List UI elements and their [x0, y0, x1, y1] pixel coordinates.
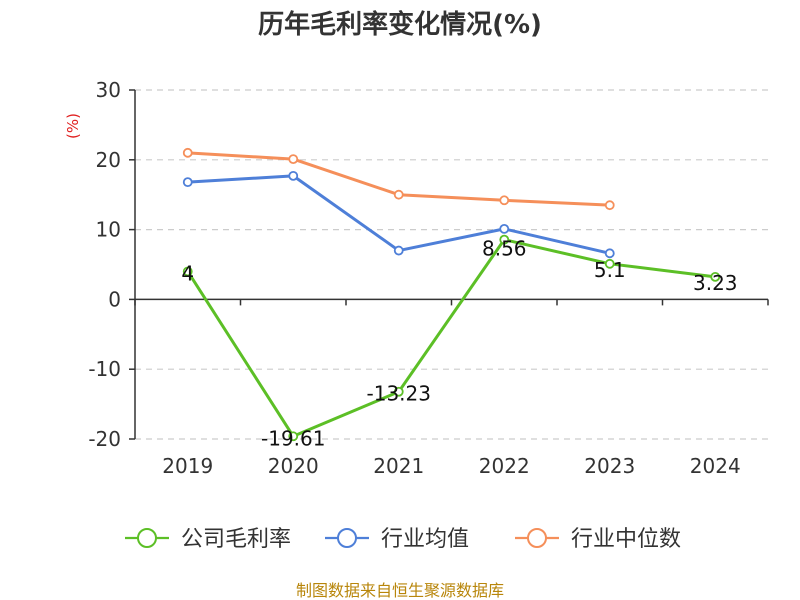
series-line-1 — [186, 238, 716, 438]
data-point[interactable] — [499, 224, 510, 234]
data-label: 3.23 — [693, 271, 738, 295]
data-point[interactable] — [393, 189, 404, 200]
series-lines — [182, 147, 721, 442]
x-tick-label-2023: 2023 — [584, 454, 635, 478]
legend-item-3[interactable]: 行业中位数 — [515, 527, 681, 552]
data-point[interactable] — [182, 266, 193, 277]
legend-item-1[interactable]: 公司毛利率 — [125, 527, 291, 552]
data-label: 8.56 — [482, 237, 527, 261]
y-axis-unit-label: (%) — [64, 113, 82, 139]
y-tick-label: 30 — [96, 78, 121, 102]
data-point[interactable] — [182, 147, 193, 158]
data-point[interactable] — [499, 195, 510, 206]
data-point[interactable] — [288, 154, 299, 165]
legend-item-2[interactable]: 行业均值 — [325, 527, 469, 552]
legend[interactable]: 公司毛利率 行业均值 行业中位数 — [125, 527, 681, 552]
legend-label: 公司毛利率 — [181, 527, 291, 552]
data-label: 4 — [181, 261, 194, 285]
series-line-2 — [187, 174, 611, 255]
series-2 — [182, 170, 615, 259]
data-point[interactable] — [288, 170, 299, 181]
data-point[interactable] — [604, 200, 615, 211]
x-tick-label-2019: 2019 — [162, 454, 213, 478]
y-tick-label: 10 — [96, 218, 121, 242]
chart-title: 历年毛利率变化情况(%) — [258, 9, 542, 40]
legend-label: 行业中位数 — [571, 527, 681, 552]
data-labels: 4 -19.61 -13.23 8.56 5.1 3.23 — [181, 237, 737, 451]
data-point[interactable] — [710, 271, 721, 282]
legend-label: 行业均值 — [381, 527, 469, 552]
data-point[interactable] — [182, 177, 193, 188]
grid-lines — [135, 89, 768, 440]
axes: -20 -10 0 10 20 30 2019 2020 2021 2022 2023 2024 — [88, 78, 769, 478]
data-label: 5.1 — [594, 258, 626, 282]
data-point[interactable] — [288, 431, 299, 442]
data-point[interactable] — [604, 258, 615, 269]
data-point[interactable] — [604, 248, 615, 259]
y-tick-label: -10 — [88, 357, 121, 381]
data-point[interactable] — [393, 386, 404, 397]
data-point[interactable] — [499, 234, 510, 245]
x-tick-label-2022: 2022 — [479, 454, 530, 478]
data-label: -19.61 — [261, 426, 325, 450]
y-tick-label: -20 — [88, 427, 121, 451]
y-tick-label: 20 — [96, 148, 121, 172]
legend-marker — [137, 528, 157, 548]
legend-marker — [527, 528, 547, 548]
y-tick-label: 0 — [108, 287, 121, 311]
x-tick-label-2024: 2024 — [690, 454, 741, 478]
data-label: -13.23 — [367, 382, 431, 406]
series-3 — [182, 147, 615, 211]
x-tick-label-2020: 2020 — [268, 454, 319, 478]
series-1 — [182, 234, 721, 442]
data-point[interactable] — [393, 245, 404, 256]
data-source-note: 制图数据来自恒生聚源数据库 — [296, 581, 504, 600]
x-tick-label-2021: 2021 — [373, 454, 424, 478]
legend-marker — [337, 528, 357, 548]
